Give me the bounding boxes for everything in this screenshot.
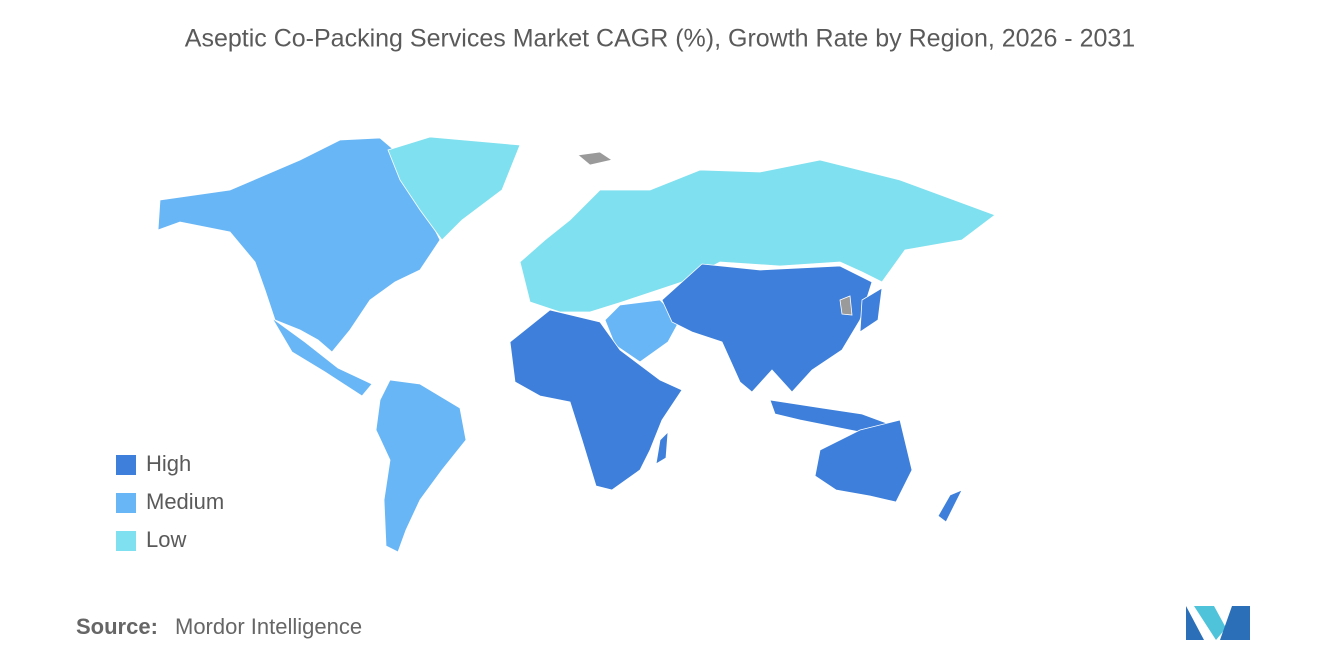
- legend: High Medium Low: [116, 451, 224, 552]
- world-map: [157, 136, 996, 553]
- australia: [814, 419, 913, 503]
- legend-swatch: [116, 531, 136, 551]
- korea: [839, 295, 853, 316]
- title: Aseptic Co-Packing Services Market CAGR …: [185, 25, 1135, 53]
- new-zealand: [937, 489, 963, 523]
- source-label: Source:: [76, 614, 158, 639]
- legend-swatch: [116, 493, 136, 513]
- europe-russia: [519, 159, 996, 313]
- south-america: [375, 379, 467, 553]
- source-text: Mordor Intelligence: [175, 614, 362, 639]
- legend-label: Medium: [146, 489, 224, 514]
- africa: [509, 309, 683, 491]
- legend-label: High: [146, 451, 191, 476]
- logo: [1186, 606, 1250, 640]
- asia: [661, 263, 873, 393]
- svalbard: [577, 151, 613, 166]
- central-america: [271, 317, 373, 397]
- japan: [859, 287, 883, 333]
- legend-label: Low: [146, 527, 186, 552]
- madagascar: [655, 430, 669, 465]
- greenland: [387, 136, 521, 241]
- legend-swatch: [116, 455, 136, 475]
- north-america: [157, 137, 441, 353]
